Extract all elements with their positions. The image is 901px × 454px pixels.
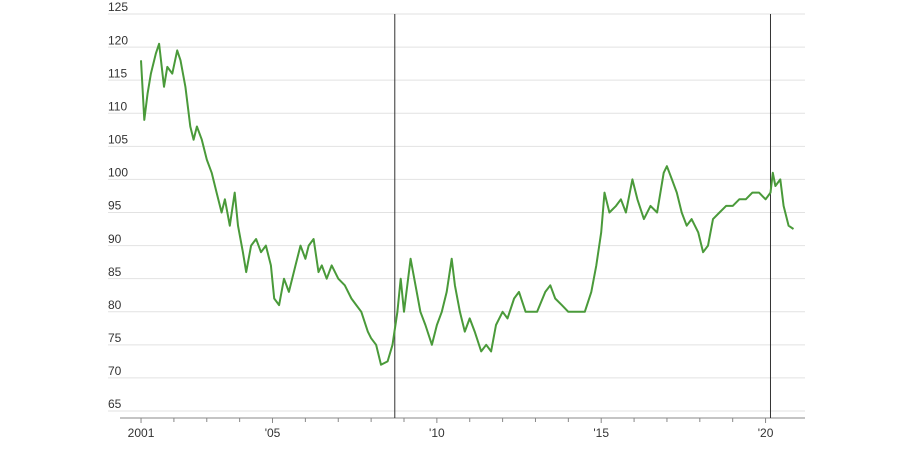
y-tick-label: 80 — [108, 298, 122, 312]
y-tick-label: 110 — [108, 99, 127, 113]
y-tick-label: 65 — [108, 397, 122, 411]
y-tick-label: 75 — [108, 331, 122, 345]
y-tick-label: 85 — [108, 265, 122, 279]
x-tick-label: '15 — [593, 426, 609, 440]
x-tick-label: 2001 — [128, 426, 155, 440]
x-tick-label: '10 — [429, 426, 445, 440]
y-tick-label: 120 — [108, 33, 128, 47]
y-tick-label: 95 — [108, 199, 122, 213]
y-tick-label: 105 — [108, 133, 128, 147]
x-tick-label: '20 — [758, 426, 774, 440]
data-line — [140, 42, 795, 366]
y-tick-label: 115 — [108, 66, 127, 80]
y-tick-label: 90 — [108, 232, 122, 246]
y-tick-label: 70 — [108, 364, 122, 378]
y-tick-label: 100 — [108, 166, 128, 180]
y-tick-label: 125 — [108, 0, 128, 14]
x-tick-label: '05 — [265, 426, 281, 440]
